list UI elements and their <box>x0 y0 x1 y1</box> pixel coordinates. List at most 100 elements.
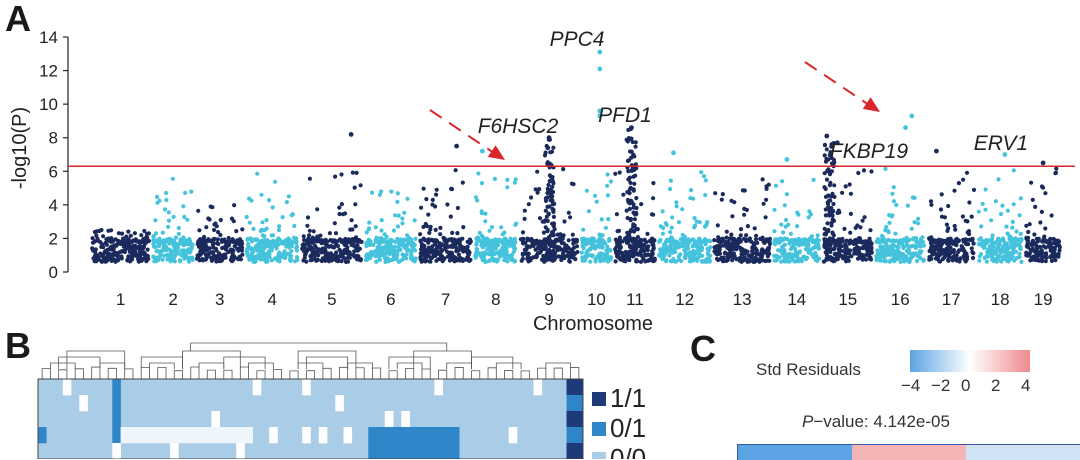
data-point <box>508 236 513 241</box>
data-point <box>999 259 1004 264</box>
data-point <box>522 216 527 221</box>
data-point <box>1033 204 1038 209</box>
data-point <box>145 247 150 252</box>
data-point <box>1005 208 1011 213</box>
data-point <box>564 248 569 253</box>
data-point <box>843 242 848 247</box>
data-point <box>512 247 517 252</box>
data-point <box>567 251 573 256</box>
data-point <box>128 256 133 261</box>
data-point <box>631 174 636 179</box>
data-point <box>319 250 324 255</box>
data-point <box>836 208 841 213</box>
data-point <box>546 235 552 240</box>
data-point <box>904 248 909 254</box>
data-point <box>960 246 966 251</box>
data-point <box>615 229 620 234</box>
data-point <box>228 239 233 244</box>
data-point <box>534 239 539 244</box>
data-point <box>430 197 435 202</box>
y-tick-label: 6 <box>49 162 58 181</box>
data-point <box>548 150 553 155</box>
dendrogram-branch <box>41 368 51 379</box>
data-point <box>534 253 539 258</box>
heatmap-cell <box>145 427 154 444</box>
data-point <box>785 252 790 257</box>
data-point <box>966 229 972 234</box>
data-point <box>889 251 894 256</box>
data-point <box>350 170 355 175</box>
data-point <box>330 239 335 244</box>
data-point <box>626 177 631 182</box>
data-point <box>428 224 433 229</box>
data-point <box>697 236 702 241</box>
data-point <box>525 256 530 261</box>
data-point <box>915 221 921 226</box>
data-point <box>912 220 917 225</box>
heatmap-cell <box>161 427 171 444</box>
data-point <box>124 234 129 239</box>
data-point <box>475 247 480 252</box>
data-point <box>202 234 207 240</box>
data-point <box>282 249 287 254</box>
data-point <box>478 253 483 258</box>
data-point <box>616 255 621 260</box>
data-point <box>431 250 436 255</box>
data-point <box>530 255 536 260</box>
data-point <box>894 202 899 208</box>
data-point <box>718 244 723 249</box>
data-point <box>689 251 694 256</box>
data-point <box>883 253 888 258</box>
data-point <box>823 213 829 218</box>
heatmap-cell <box>38 427 47 444</box>
data-point <box>522 208 527 213</box>
data-point <box>658 247 663 252</box>
data-point <box>557 245 562 250</box>
data-point <box>429 255 435 260</box>
data-point <box>400 221 405 226</box>
significant-point <box>629 125 634 130</box>
data-point <box>732 239 737 244</box>
data-point <box>631 202 636 207</box>
data-point <box>729 198 734 203</box>
data-point <box>166 218 172 223</box>
data-point <box>636 244 641 249</box>
data-point <box>307 228 312 233</box>
chromosome-tick-label: 16 <box>891 290 910 309</box>
heatmap-cell <box>393 427 402 444</box>
data-point <box>119 254 124 259</box>
data-point <box>453 168 458 173</box>
data-point <box>921 243 927 248</box>
data-point <box>883 166 888 171</box>
heatmap-cell <box>343 427 353 444</box>
data-point <box>777 248 783 253</box>
data-point <box>961 254 966 259</box>
data-point <box>731 251 737 256</box>
chromosome-tick-label: 13 <box>733 290 752 309</box>
heatmap-cell <box>574 395 584 412</box>
data-point <box>423 258 428 263</box>
data-point <box>752 246 758 251</box>
data-point <box>667 253 672 258</box>
data-point <box>600 233 605 238</box>
data-point <box>687 238 692 243</box>
data-point <box>805 255 810 260</box>
data-point <box>364 252 370 257</box>
data-point <box>703 178 708 183</box>
data-point <box>887 246 892 251</box>
data-point <box>453 256 458 261</box>
residual-panel: C Std Residuals −4 −2 0 2 4 P−value: 4.142e-… <box>690 328 1080 460</box>
data-point <box>420 250 425 255</box>
chromosome-tick-label: 8 <box>491 290 500 309</box>
data-point <box>606 217 611 222</box>
data-point <box>269 233 274 238</box>
data-point <box>987 253 992 258</box>
dendrogram-branch <box>355 367 365 379</box>
data-point <box>799 257 804 262</box>
data-point <box>391 228 396 233</box>
data-point <box>374 259 379 264</box>
data-point <box>337 205 342 210</box>
data-point <box>824 237 829 242</box>
data-point <box>1049 258 1054 263</box>
data-point <box>598 257 603 262</box>
